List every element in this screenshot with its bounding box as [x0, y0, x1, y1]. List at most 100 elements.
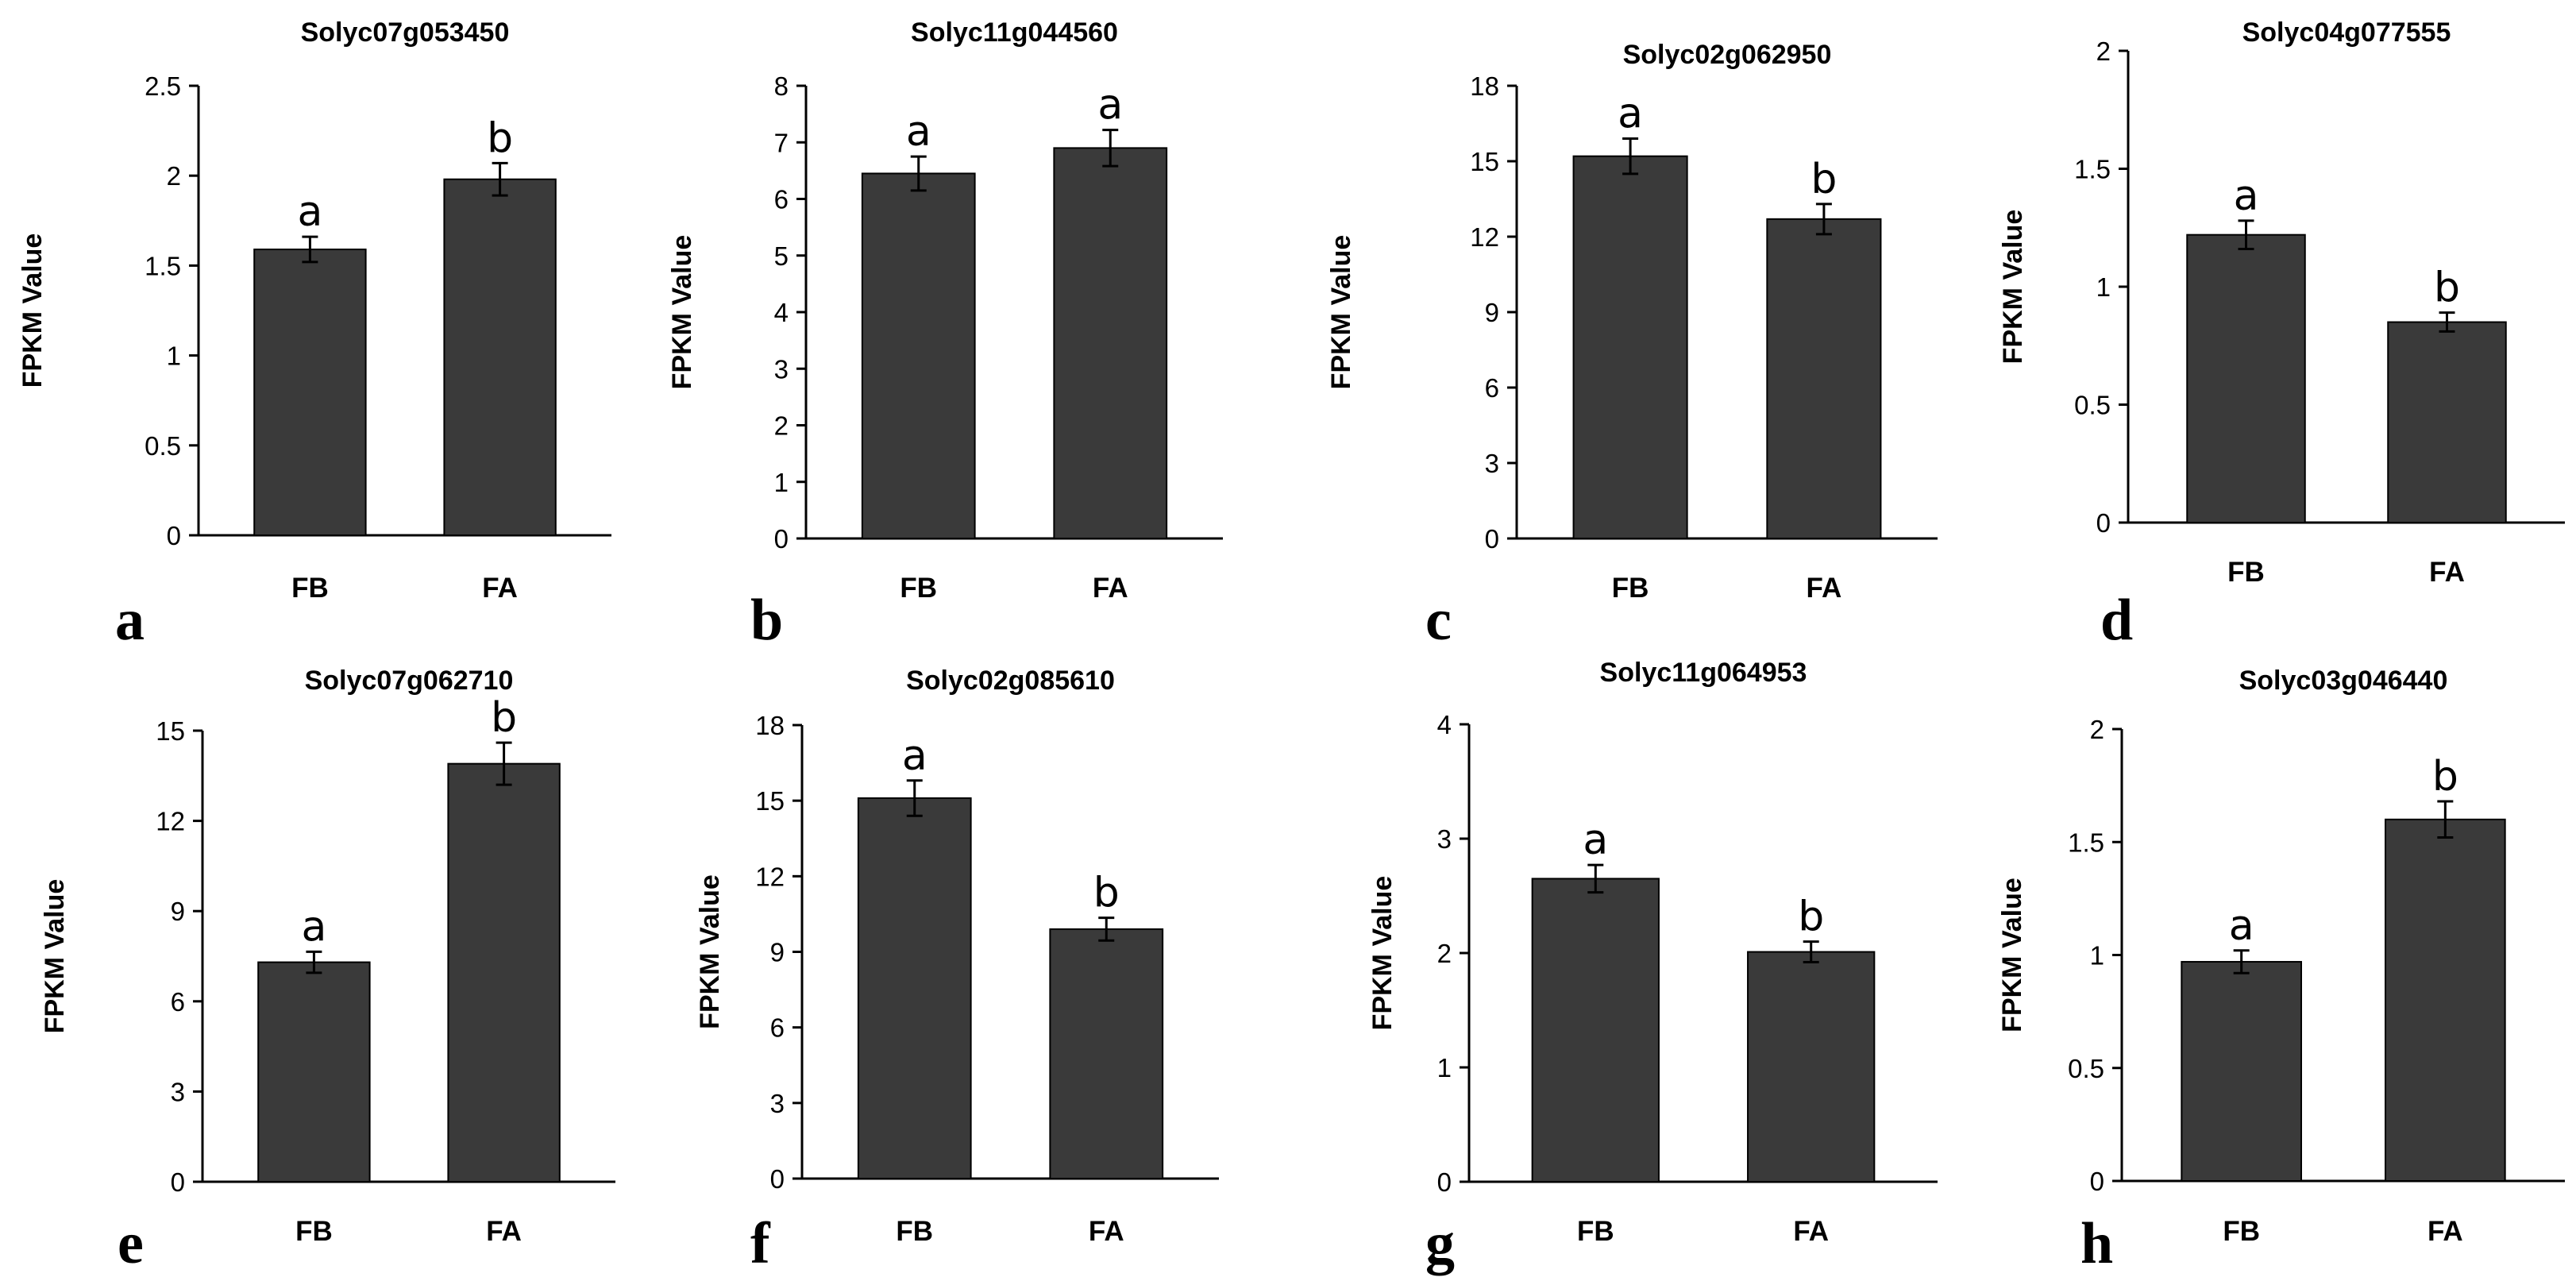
- x-tick-label: FB: [291, 573, 329, 604]
- chart-title: Solyc07g053450: [301, 17, 510, 48]
- y-axis-label: FPKM Value: [17, 233, 48, 388]
- y-tick-label: 0.5: [2074, 391, 2111, 420]
- y-axis-label: FPKM Value: [40, 879, 70, 1034]
- chart-panel-b: Solyc11g044560 FPKM Value 0 1 2 3 4 5 6 7 8 a FB a FA b: [667, 17, 1223, 653]
- significance-label: a: [1583, 816, 1608, 864]
- y-tick-label: 1: [2096, 272, 2111, 302]
- x-tick-label: FB: [1612, 573, 1649, 604]
- significance-label: b: [1811, 156, 1837, 203]
- chart-panel-f: Solyc02g085610 FPKM Value 0 3 6 9 12 15 18 a FB b FA…: [695, 666, 1219, 1276]
- y-tick-label: 1.5: [2068, 828, 2104, 857]
- x-tick-label: FB: [2223, 1216, 2260, 1247]
- y-tick-label: 2.5: [145, 71, 181, 101]
- significance-label: a: [297, 188, 322, 236]
- bar-FB: [2181, 961, 2302, 1183]
- y-tick-label: 9: [1485, 298, 1499, 327]
- y-axis-label: FPKM Value: [1997, 878, 2027, 1032]
- y-tick-label: 0: [1485, 524, 1499, 554]
- y-tick-label: 3: [770, 1089, 785, 1118]
- y-tick-label: 1: [774, 468, 789, 497]
- y-tick-label: 7: [774, 128, 789, 157]
- bar-FB: [1531, 878, 1660, 1183]
- y-tick-label: 5: [774, 241, 789, 271]
- y-tick-label: 1: [167, 342, 181, 371]
- bar-FB: [1572, 155, 1688, 540]
- x-tick-label: FA: [2428, 1216, 2463, 1247]
- y-axis-label: FPKM Value: [695, 874, 725, 1029]
- y-axis-label: FPKM Value: [667, 235, 697, 390]
- y-tick-label: 0.5: [145, 431, 181, 461]
- y-tick-label: 4: [774, 298, 789, 327]
- significance-label: a: [902, 732, 927, 780]
- y-tick-label: 2: [1437, 939, 1452, 968]
- x-tick-label: FA: [2429, 557, 2465, 588]
- x-tick-label: FB: [896, 1216, 933, 1247]
- chart-panel-h: Solyc03g046440 FPKM Value 0 0.5 1 1.5 2 a FB b FA h: [1997, 666, 2565, 1276]
- panel-label: c: [1425, 588, 1452, 653]
- y-tick-label: 3: [1437, 824, 1452, 854]
- x-tick-label: FB: [2227, 557, 2265, 588]
- y-tick-label: 12: [156, 807, 185, 836]
- y-tick-label: 1.5: [2074, 155, 2111, 184]
- significance-label: b: [487, 114, 513, 162]
- panel-label: b: [750, 588, 783, 653]
- y-tick-label: 2: [774, 411, 789, 441]
- y-tick-label: 2: [2096, 37, 2111, 66]
- significance-label: a: [906, 108, 931, 156]
- x-tick-label: FB: [295, 1216, 333, 1247]
- chart-title: Solyc02g062950: [1623, 40, 1832, 70]
- y-tick-label: 1.5: [145, 251, 181, 280]
- y-tick-label: 6: [1485, 373, 1499, 403]
- bar-FA: [1049, 928, 1164, 1179]
- y-tick-label: 6: [171, 987, 185, 1017]
- y-tick-label: 0: [774, 524, 789, 554]
- y-tick-label: 3: [1485, 449, 1499, 478]
- chart-title: Solyc11g044560: [911, 17, 1118, 48]
- chart-panel-c: Solyc02g062950 FPKM Value 0 3 6 9 12 15 18 a FB b FA…: [1326, 40, 1938, 653]
- y-tick-label: 0: [167, 521, 181, 550]
- x-tick-label: FA: [482, 573, 518, 604]
- significance-label: a: [2229, 902, 2254, 950]
- y-tick-label: 0: [171, 1167, 185, 1197]
- x-tick-label: FA: [486, 1216, 522, 1247]
- bar-FA: [2387, 321, 2507, 523]
- bar-FB: [257, 961, 371, 1183]
- bar-FB: [861, 172, 976, 539]
- y-tick-label: 3: [171, 1077, 185, 1106]
- significance-label: b: [2432, 753, 2458, 801]
- y-tick-label: 2: [167, 161, 181, 191]
- y-tick-label: 6: [774, 185, 789, 214]
- y-tick-label: 15: [156, 716, 185, 746]
- bar-FB: [253, 249, 367, 536]
- chart-title: Solyc11g064953: [1600, 658, 1807, 688]
- y-tick-label: 0: [1437, 1167, 1452, 1197]
- y-tick-label: 0: [2096, 508, 2111, 538]
- y-axis-label: FPKM Value: [1326, 235, 1356, 390]
- chart-panel-a: Solyc07g053450 FPKM Value 0 0.5 1 1.5 2 2.5 a FB b…: [17, 17, 611, 653]
- y-tick-label: 8: [774, 71, 789, 101]
- y-tick-label: 2: [2090, 715, 2104, 744]
- chart-title: Solyc03g046440: [2239, 666, 2448, 696]
- panel-label: f: [750, 1211, 771, 1276]
- x-tick-label: FA: [1807, 573, 1842, 604]
- significance-label: a: [1097, 82, 1123, 129]
- bar-FA: [447, 762, 561, 1183]
- y-tick-label: 1: [2090, 941, 2104, 971]
- significance-label: b: [1798, 893, 1824, 941]
- y-tick-label: 15: [755, 786, 785, 816]
- bar-FA: [1053, 147, 1168, 539]
- chart-title: Solyc07g062710: [305, 666, 514, 696]
- panel-label: g: [1425, 1211, 1455, 1276]
- bar-FB: [857, 797, 972, 1179]
- panel-label: d: [2100, 588, 2133, 653]
- significance-label: a: [1618, 91, 1643, 138]
- significance-label: b: [491, 694, 517, 742]
- significance-label: a: [301, 903, 326, 951]
- chart-title: Solyc02g085610: [906, 666, 1115, 696]
- y-tick-label: 15: [1470, 147, 1499, 176]
- significance-label: b: [1093, 870, 1120, 917]
- x-tick-label: FA: [1093, 573, 1128, 604]
- x-tick-label: FB: [900, 573, 937, 604]
- y-tick-label: 18: [755, 711, 785, 740]
